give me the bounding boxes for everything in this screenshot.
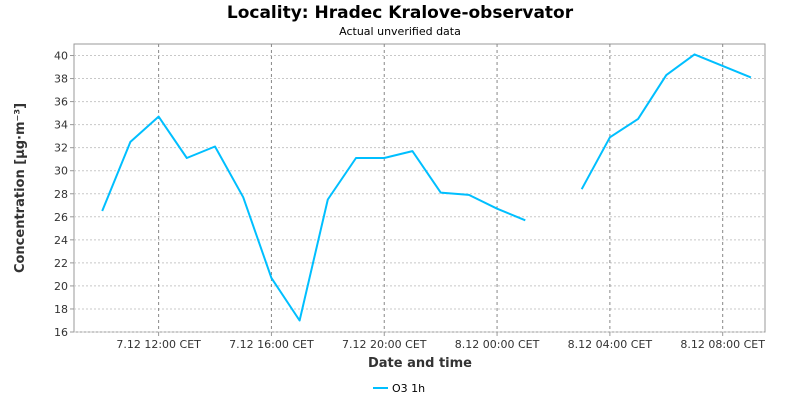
y-tick-label: 24 [54, 234, 68, 247]
legend-label-o3-1h: O3 1h [392, 382, 425, 395]
y-tick-label: 26 [54, 211, 68, 224]
axis-layer: 16 18 20 22 24 26 28 30 32 34 36 38 40 7.12 12:00 CET… [54, 50, 765, 351]
x-tick-label: 7.12 12:00 CET [116, 338, 201, 351]
legend: O3 1h [373, 382, 425, 395]
series-line-o3-1h [101, 115, 526, 322]
chart-subtitle: Actual unverified data [339, 25, 461, 38]
y-tick-label: 28 [54, 188, 68, 201]
chart-title: Locality: Hradec Kralove-observator [227, 3, 574, 23]
y-tick-label: 18 [54, 303, 68, 316]
series-layer [101, 53, 752, 322]
x-tick-label: 7.12 20:00 CET [342, 338, 427, 351]
y-axis-label: Concentration [µg·m⁻³] [13, 103, 28, 273]
y-tick-label: 30 [54, 165, 68, 178]
x-tick-label: 8.12 04:00 CET [568, 338, 653, 351]
grid-layer [74, 44, 765, 333]
y-tick-label: 38 [54, 73, 68, 86]
y-tick-label: 16 [54, 326, 68, 339]
y-tick-label: 36 [54, 96, 68, 109]
y-tick-label: 20 [54, 280, 68, 293]
x-tick-label: 8.12 00:00 CET [455, 338, 540, 351]
y-tick-label: 40 [54, 50, 68, 63]
y-tick-label: 34 [54, 119, 68, 132]
y-tick-label: 22 [54, 257, 68, 270]
plot-area [73, 43, 766, 333]
y-tick-label: 32 [54, 142, 68, 155]
x-tick-label: 7.12 16:00 CET [229, 338, 314, 351]
series-line-o3-1h [580, 53, 752, 190]
x-axis-label: Date and time [368, 356, 472, 371]
x-tick-label: 8.12 08:00 CET [680, 338, 765, 351]
